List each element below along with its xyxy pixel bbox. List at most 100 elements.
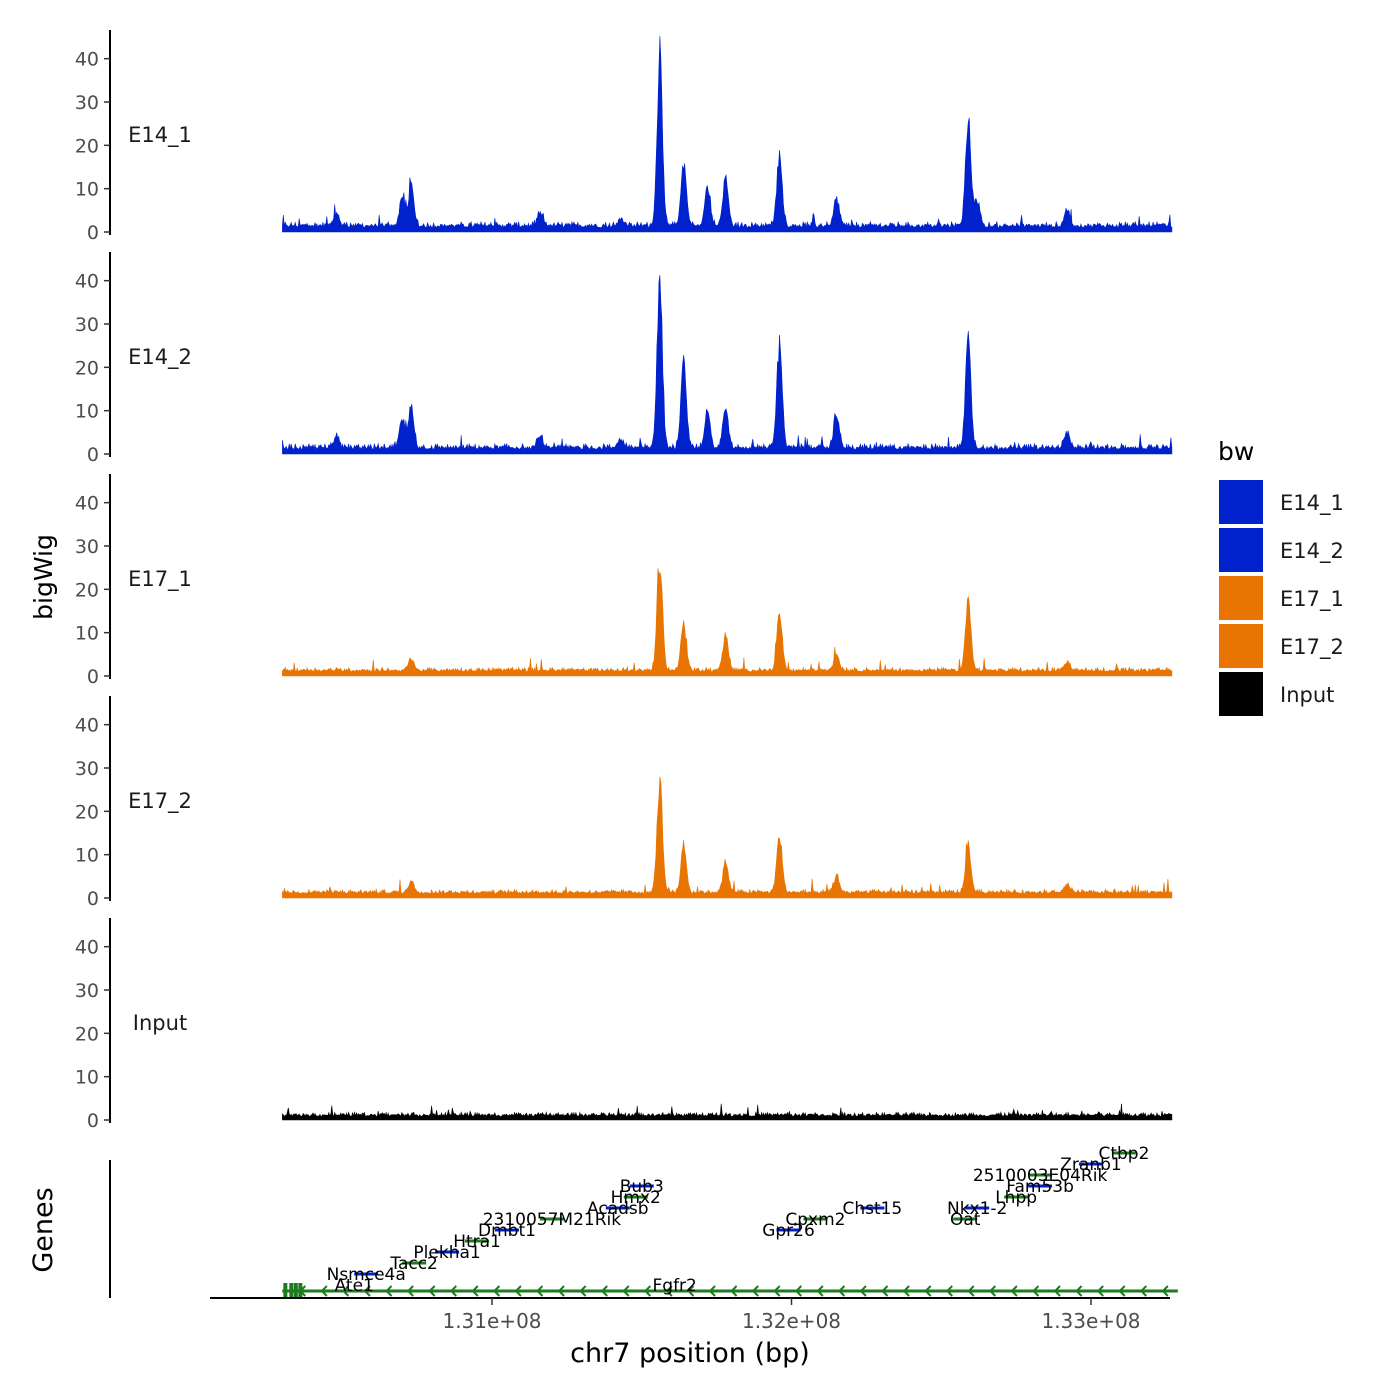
legend-item: Input bbox=[1219, 672, 1334, 716]
panel-label: E14_1 bbox=[128, 123, 192, 148]
strand-arrow bbox=[988, 1285, 997, 1297]
legend-items: E14_1 E14_2 E17_1 E17_2 Input bbox=[1219, 480, 1344, 716]
exon-block bbox=[293, 1283, 298, 1299]
y-tick-label: 10 bbox=[75, 179, 99, 201]
y-tick-label: 20 bbox=[75, 135, 99, 157]
gene-label: Lhpp bbox=[995, 1188, 1037, 1208]
gene-label: Fam53b bbox=[1006, 1177, 1074, 1197]
y-tick-label: 10 bbox=[75, 401, 99, 423]
strand-arrow bbox=[622, 1285, 630, 1297]
strand-arrow bbox=[643, 1285, 652, 1297]
strand-arrow bbox=[579, 1285, 587, 1297]
gene-label: Hmx2 bbox=[611, 1188, 661, 1208]
strand-arrow bbox=[342, 1285, 350, 1297]
gene-label: Ate1 bbox=[335, 1276, 374, 1296]
strand-arrow bbox=[687, 1285, 695, 1297]
strand-arrow bbox=[708, 1285, 716, 1297]
legend-label: Input bbox=[1280, 683, 1334, 707]
panel-label: E17_2 bbox=[128, 789, 192, 814]
y-tick-label: 0 bbox=[87, 1110, 99, 1132]
gene-label: Tacc2 bbox=[389, 1254, 438, 1274]
strand-arrow bbox=[363, 1285, 371, 1297]
panel-E17_2: 0 10 20 30 40 E17_2 bbox=[75, 696, 1173, 910]
gene-label: Bub3 bbox=[620, 1177, 664, 1197]
legend-item: E17_1 bbox=[1219, 576, 1344, 620]
y-tick-label: 20 bbox=[75, 579, 99, 601]
panel-label: E17_1 bbox=[128, 567, 192, 592]
strand-arrow bbox=[751, 1285, 759, 1297]
legend-swatch bbox=[1219, 624, 1263, 668]
legend-item: E17_2 bbox=[1219, 624, 1344, 668]
legend-swatch bbox=[1219, 528, 1263, 572]
y-tick-label: 0 bbox=[87, 666, 99, 688]
legend-swatch bbox=[1219, 672, 1263, 716]
gene-label: Chst15 bbox=[842, 1199, 902, 1219]
strand-arrow bbox=[859, 1285, 867, 1297]
strand-arrow bbox=[967, 1285, 975, 1297]
gene-label: Cpxm2 bbox=[785, 1210, 845, 1230]
panel-E14_2: 0 10 20 30 40 E14_2 bbox=[75, 252, 1173, 466]
y-tick-label: 30 bbox=[75, 980, 99, 1002]
gene-label: Ctbp2 bbox=[1098, 1144, 1149, 1164]
gene-label: Zranb1 bbox=[1060, 1155, 1121, 1175]
panel-label: E14_2 bbox=[128, 345, 192, 370]
strand-arrow bbox=[1053, 1285, 1061, 1297]
signal-area-E14_2 bbox=[282, 275, 1173, 455]
signal-area-E14_1 bbox=[282, 36, 1173, 233]
strand-arrow bbox=[428, 1285, 436, 1297]
strand-arrow bbox=[794, 1285, 802, 1297]
strand-arrow bbox=[536, 1285, 544, 1297]
strand-arrow bbox=[492, 1285, 501, 1297]
genes-track-title: Genes bbox=[28, 1187, 59, 1272]
legend-item: E14_1 bbox=[1219, 480, 1344, 524]
gene-label: Htra1 bbox=[453, 1232, 501, 1252]
legend-label: E14_2 bbox=[1280, 539, 1344, 564]
gene-label: 2310057M21Rik bbox=[483, 1210, 622, 1230]
y-axis-title: bigWig bbox=[29, 534, 58, 620]
exon-block bbox=[298, 1283, 303, 1299]
strand-arrow bbox=[557, 1285, 565, 1297]
legend-title: bw bbox=[1218, 437, 1254, 466]
strand-arrow bbox=[406, 1285, 414, 1297]
x-tick-label: 1.33e+08 bbox=[1041, 1309, 1140, 1333]
y-tick-label: 30 bbox=[75, 92, 99, 114]
strand-arrow bbox=[449, 1285, 457, 1297]
exon-block bbox=[289, 1283, 294, 1299]
gene-label: Nsmce4a bbox=[327, 1265, 406, 1285]
genes-track: Fgfr2 Ate1Nsmce4aTacc2Plekha1Htra1Dmbt123… bbox=[109, 1144, 1178, 1299]
strand-arrow bbox=[514, 1285, 522, 1297]
y-tick-label: 40 bbox=[75, 49, 99, 71]
legend-label: E14_1 bbox=[1280, 491, 1344, 516]
strand-arrow bbox=[1096, 1285, 1104, 1297]
signal-area-E17_2 bbox=[282, 776, 1173, 899]
strand-arrow bbox=[816, 1285, 824, 1297]
gene-label: 2510003E04Rik bbox=[973, 1166, 1108, 1186]
panel-E14_1: 0 10 20 30 40 E14_1 bbox=[75, 30, 1173, 244]
strand-arrow bbox=[471, 1285, 479, 1297]
strand-arrow bbox=[924, 1285, 932, 1297]
gene-label: Dmbt1 bbox=[478, 1221, 536, 1241]
y-tick-label: 10 bbox=[75, 1067, 99, 1089]
y-tick-label: 30 bbox=[75, 758, 99, 780]
strand-arrow bbox=[1139, 1285, 1148, 1297]
strand-arrow bbox=[600, 1285, 608, 1297]
y-tick-label: 20 bbox=[75, 357, 99, 379]
gene-label: Nkx1-2 bbox=[947, 1199, 1007, 1219]
signal-panels: 0 10 20 30 40 E14_1 0 10 20 30 40 E14_2 0 10 20 30 40 E17… bbox=[75, 30, 1173, 1132]
x-axis-title: chr7 position (bp) bbox=[570, 1338, 810, 1369]
gene-label: Gpr26 bbox=[762, 1221, 815, 1241]
legend-label: E17_2 bbox=[1280, 635, 1344, 660]
y-tick-label: 0 bbox=[87, 444, 99, 466]
y-tick-label: 10 bbox=[75, 623, 99, 645]
strand-arrow bbox=[881, 1285, 889, 1297]
y-tick-label: 40 bbox=[75, 937, 99, 959]
strand-arrow bbox=[385, 1285, 393, 1297]
gene-label: Oat bbox=[950, 1210, 981, 1230]
strand-arrow bbox=[1075, 1285, 1083, 1297]
strand-arrow bbox=[1118, 1285, 1126, 1297]
strand-arrow bbox=[945, 1285, 953, 1297]
signal-area-Input bbox=[282, 1103, 1173, 1121]
legend-label: E17_1 bbox=[1280, 587, 1344, 612]
signal-area-E17_1 bbox=[282, 568, 1173, 677]
